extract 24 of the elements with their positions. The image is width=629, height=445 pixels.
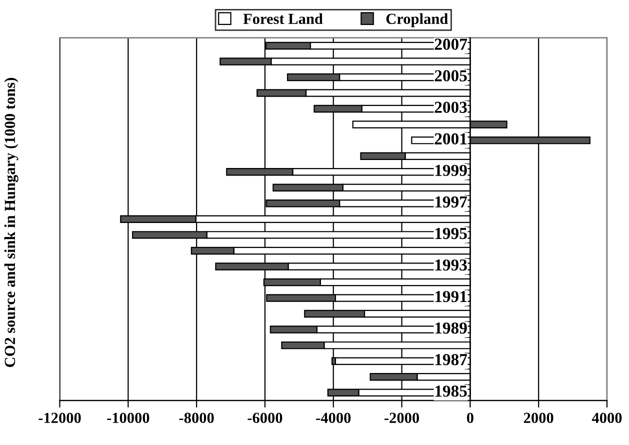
x-tick-label: 0 <box>466 412 474 424</box>
x-tick-label: 2000 <box>524 412 554 424</box>
y-tick-label: 1995 <box>435 228 467 240</box>
x-tick-label: -10000 <box>107 412 150 424</box>
y-tick-label: 1991 <box>435 290 467 302</box>
x-tick-label: -4000 <box>316 412 351 424</box>
y-tick-label: 1997 <box>435 196 468 208</box>
legend-label: Forest Land <box>243 13 323 24</box>
y-tick-label: 2007 <box>434 38 468 50</box>
x-tick-label: -12000 <box>38 412 81 424</box>
legend-label: Cropland <box>386 13 448 28</box>
y-tick-label: 1993 <box>435 259 467 271</box>
y-tick-label: 1985 <box>435 386 467 397</box>
y-tick-label: 1987 <box>435 354 468 366</box>
y-tick-label: 1999 <box>435 164 467 176</box>
x-tick-label: -6000 <box>248 412 282 424</box>
y-tick-label: 2003 <box>434 102 467 113</box>
y-tick-label: 1989 <box>435 322 467 334</box>
x-tick-label: 4000 <box>592 412 622 424</box>
x-tick-label: -8000 <box>179 412 214 424</box>
y-tick-label: 2005 <box>434 70 467 82</box>
x-tick-label: -2000 <box>384 412 420 424</box>
y-tick-label: 2001 <box>434 133 467 144</box>
y-axis-title: CO2 source and sink in Hungary (1000 tons) <box>4 78 18 367</box>
